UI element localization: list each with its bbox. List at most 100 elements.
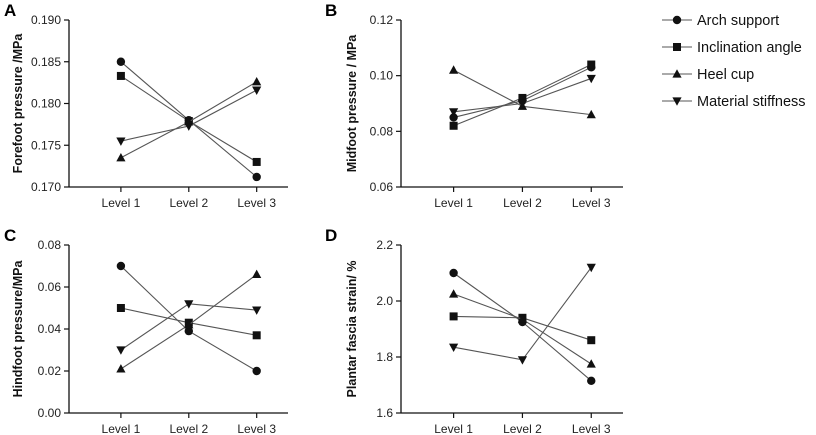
data-point-triangle-up [586, 359, 596, 368]
x-tick-label: Level 3 [572, 196, 611, 210]
y-tick-label: 0.06 [38, 280, 62, 294]
data-point-square [116, 71, 125, 80]
series-line [120, 89, 257, 142]
panel-b: B 0.06 0.08 0.10 0.12 Level 1 Level 2 Level 3 Mi… [325, 1, 623, 210]
panel-c: C 0.00 0.02 0.04 0.06 0.08 Level 1 Level 2 Level… [4, 226, 288, 435]
data-point-circle [252, 172, 261, 182]
panel-a: A 0.170 0.175 0.180 0.185 0.190 Level 1 Level 2… [4, 1, 288, 210]
data-point-triangle-down [517, 356, 528, 365]
y-tick-label: 0.180 [31, 97, 61, 111]
x-tick-label: Level 1 [434, 422, 473, 435]
x-tick-label: Level 1 [102, 196, 141, 210]
series-line [453, 293, 592, 365]
legend-item-inclination-angle: Inclination angle [662, 40, 802, 56]
data-point-triangle-down [517, 99, 528, 109]
data-point-triangle-up [116, 364, 126, 373]
series-arch-support [116, 261, 261, 376]
data-point-circle [587, 376, 596, 385]
y-axis-title: Hindfoot pressure/MPa [11, 260, 25, 398]
y-tick-label: 2.0 [376, 294, 393, 308]
data-point-triangle-down [116, 137, 126, 146]
data-point-triangle-down [586, 74, 596, 84]
y-tick-label: 0.08 [38, 238, 62, 252]
y-tick-label: 0.175 [31, 138, 61, 152]
x-tick-label: Level 1 [434, 196, 473, 210]
series-heel-cup [116, 269, 262, 373]
data-point-triangle-up [184, 320, 194, 329]
y-tick-label: 1.8 [376, 350, 393, 364]
legend-label: Inclination angle [697, 40, 802, 56]
x-tick-label: Level 3 [572, 422, 611, 435]
data-point-triangle-up [586, 109, 596, 119]
data-point-triangle-down [116, 346, 126, 355]
y-tick-label: 0.185 [31, 55, 61, 69]
data-point-square [587, 60, 596, 69]
legend-marker-square-icon [673, 43, 681, 51]
y-tick-label: 0.12 [370, 13, 394, 27]
data-point-circle [449, 268, 458, 278]
data-point-square [116, 304, 125, 312]
series-material-stiffness [449, 74, 596, 117]
data-point-triangle-down [252, 306, 262, 315]
x-tick-label: Level 1 [102, 422, 141, 435]
y-tick-label: 0.08 [370, 124, 394, 138]
data-point-triangle-down [449, 343, 459, 352]
y-tick-label: 0.00 [38, 406, 62, 420]
legend-item-heel-cup: Heel cup [662, 67, 754, 83]
data-point-square [252, 157, 261, 166]
y-tick-label: 0.04 [38, 322, 62, 336]
legend-label: Material stiffness [697, 94, 806, 110]
data-point-triangle-up [252, 76, 262, 86]
series-heel-cup [116, 76, 262, 162]
y-tick-label: 0.06 [370, 180, 394, 194]
x-tick-label: Level 2 [503, 422, 542, 435]
data-point-triangle-up [449, 289, 459, 298]
y-axis-title: Plantar fascia strain/ % [345, 261, 359, 398]
x-tick-label: Level 2 [503, 196, 542, 210]
legend: Arch support Inclination angle Heel cup … [662, 13, 806, 110]
data-point-triangle-down [252, 86, 262, 95]
y-tick-label: 0.170 [31, 180, 61, 194]
panel-letter: C [4, 226, 16, 245]
panel-letter: B [325, 1, 337, 20]
data-point-circle [449, 113, 458, 122]
series-inclination-angle [449, 60, 596, 130]
legend-marker-triangle-up-icon [672, 69, 682, 78]
series-line [453, 272, 592, 382]
data-point-circle [184, 326, 193, 336]
y-axis-title: Midfoot pressure / MPa [345, 34, 359, 173]
legend-label: Heel cup [697, 67, 754, 83]
data-point-triangle-down [449, 108, 459, 117]
x-tick-label: Level 3 [237, 196, 276, 210]
data-point-square [449, 121, 458, 130]
data-point-square [252, 331, 261, 340]
data-point-triangle-up [517, 314, 528, 323]
y-tick-label: 0.02 [38, 364, 62, 378]
data-point-triangle-up [449, 65, 459, 74]
legend-item-material-stiffness: Material stiffness [662, 94, 806, 110]
data-point-square [449, 312, 458, 321]
data-point-square [518, 93, 527, 102]
panel-d: D 1.6 1.8 2.0 2.2 Level 1 Level 2 Level 3 Planta… [325, 226, 623, 435]
legend-marker-circle-icon [672, 15, 682, 25]
x-tick-label: Level 2 [169, 422, 208, 435]
series-arch-support [449, 268, 596, 385]
data-point-triangle-up [252, 269, 262, 278]
legend-marker-triangle-down-icon [672, 97, 682, 106]
panels: A 0.170 0.175 0.180 0.185 0.190 Level 1 Level 2… [4, 1, 623, 435]
legend-label: Arch support [697, 13, 779, 29]
y-tick-label: 0.190 [31, 13, 61, 27]
series-heel-cup [449, 289, 596, 368]
data-point-square [587, 336, 596, 345]
legend-item-arch-support: Arch support [662, 13, 779, 29]
series-material-stiffness [116, 86, 262, 146]
y-tick-label: 1.6 [376, 406, 393, 420]
panel-letter: D [325, 226, 337, 245]
data-point-triangle-down [586, 263, 596, 273]
data-point-triangle-down [184, 300, 194, 309]
series-material-stiffness [116, 300, 262, 355]
x-tick-label: Level 2 [169, 196, 208, 210]
data-point-circle [116, 57, 126, 66]
x-tick-label: Level 3 [237, 422, 276, 435]
